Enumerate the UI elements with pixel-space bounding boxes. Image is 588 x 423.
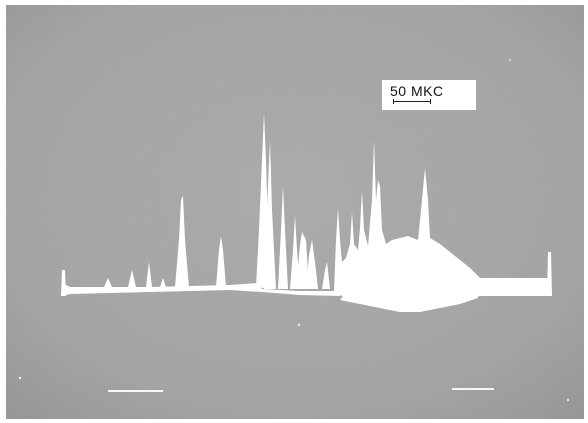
- scale-label-box: 50 MKC: [382, 80, 476, 110]
- left-marker-line: [108, 390, 163, 392]
- oscillogram-trace: [61, 113, 552, 312]
- dust-specks: [18, 59, 570, 402]
- right-marker-line: [452, 388, 494, 390]
- scale-label: 50 MKC: [390, 83, 444, 99]
- scale-bar: [393, 99, 431, 104]
